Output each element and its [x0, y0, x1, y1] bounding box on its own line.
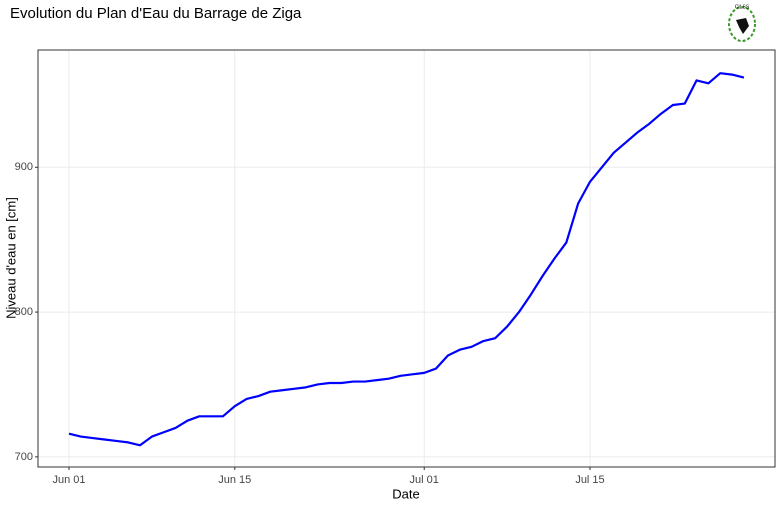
logo-wreath [728, 6, 756, 42]
x-tick-label: Jul 01 [410, 474, 439, 486]
x-tick-label: Jun 01 [52, 474, 85, 486]
y-axis-label: Niveau d'eau en [cm] [3, 197, 18, 319]
y-tick-label: 900 [15, 161, 33, 173]
x-tick-label: Jun 15 [218, 474, 251, 486]
logo: CILSS [728, 4, 756, 42]
y-tick-label: 700 [15, 451, 33, 463]
chart-title: Evolution du Plan d'Eau du Barrage de Zi… [10, 5, 302, 22]
y-tick-label: 800 [15, 306, 33, 318]
logo-text: CILSS [735, 4, 750, 10]
data-line [68, 72, 745, 447]
x-axis-label: Date [392, 486, 419, 501]
plot-panel [37, 49, 776, 468]
logo-africa [736, 18, 749, 34]
x-tick-label: Jul 15 [575, 474, 604, 486]
